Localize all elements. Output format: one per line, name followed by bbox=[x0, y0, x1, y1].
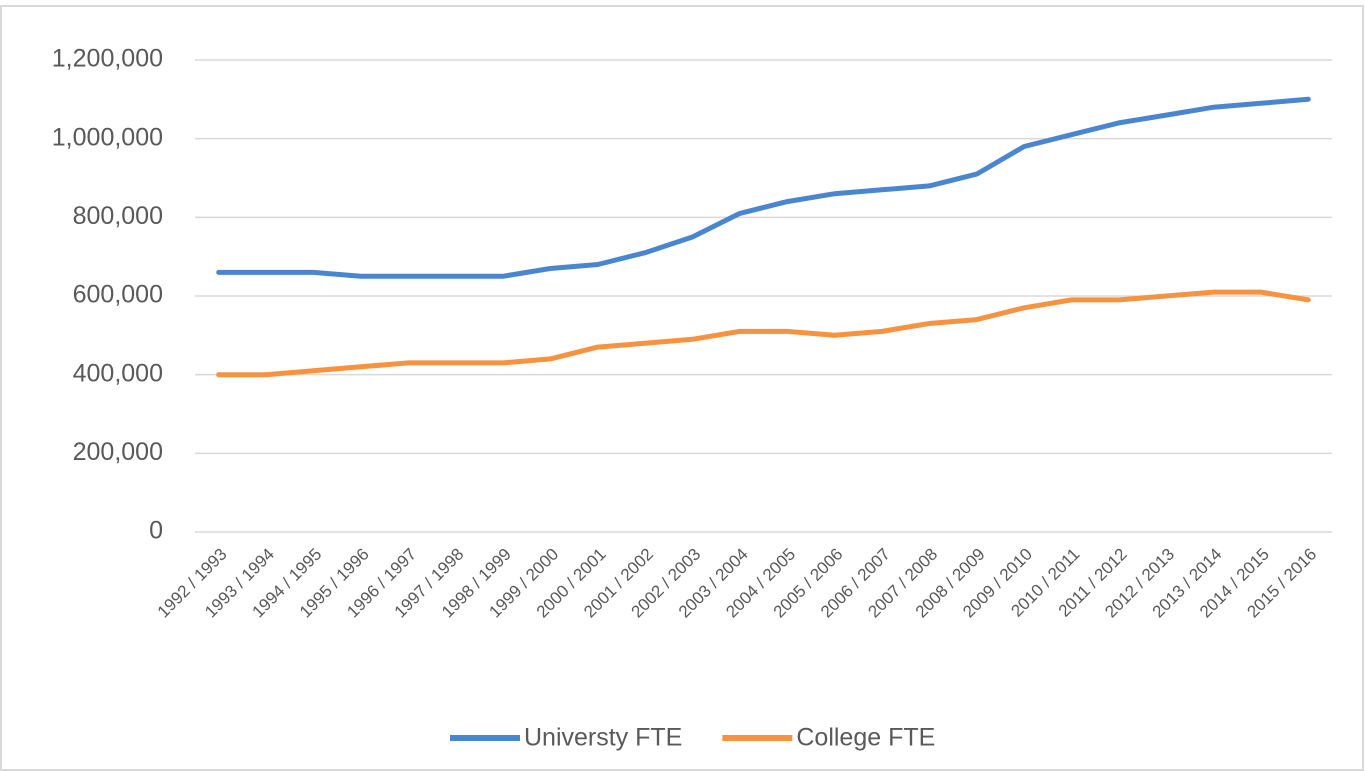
y-tick-label: 200,000 bbox=[73, 438, 163, 466]
chart-border bbox=[0, 5, 1364, 771]
y-tick-label: 400,000 bbox=[73, 359, 163, 387]
y-tick-label: 1,000,000 bbox=[52, 123, 163, 151]
y-tick-label: 600,000 bbox=[73, 281, 163, 309]
line-series bbox=[216, 289, 1311, 378]
y-tick-label: 0 bbox=[149, 517, 163, 545]
y-tick-label: 1,200,000 bbox=[52, 45, 163, 73]
legend-label: College FTE bbox=[796, 724, 935, 752]
y-tick-label: 800,000 bbox=[73, 202, 163, 230]
line-series bbox=[216, 96, 1311, 279]
legend-label: Universty FTE bbox=[524, 724, 682, 752]
